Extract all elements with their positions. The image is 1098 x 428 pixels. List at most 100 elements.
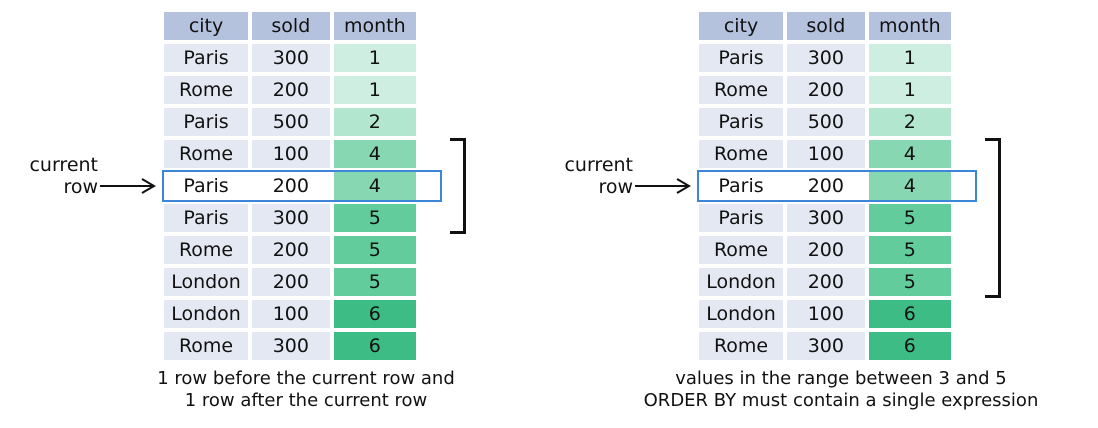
cell-city: Paris — [699, 108, 784, 136]
left-diagram: city sold month Paris 300 1 Rome 200 1 Paris 50… — [0, 8, 466, 428]
cell-sold: 500 — [252, 108, 330, 136]
header-sold: sold — [252, 12, 330, 40]
cell-city: Rome — [164, 76, 249, 104]
cell-sold: 200 — [787, 76, 865, 104]
cell-month: 1 — [333, 44, 416, 72]
cell-sold: 300 — [252, 332, 330, 360]
cell-city: London — [164, 300, 249, 328]
cell-month: 6 — [333, 332, 416, 360]
current-row-label: current row — [543, 154, 633, 198]
cell-month: 1 — [868, 44, 951, 72]
cell-sold: 300 — [787, 44, 865, 72]
current-label-line1: current — [564, 154, 633, 176]
current-row-label: current row — [8, 154, 98, 198]
table-row: London 100 6 — [164, 300, 416, 328]
cell-city: Rome — [699, 236, 784, 264]
left-caption: 1 row before the current row and 1 row a… — [46, 368, 566, 412]
cell-sold: 200 — [787, 172, 865, 200]
right-table-body: Paris 300 1 Rome 200 1 Paris 500 2 Rome 100 4 Paris 2… — [699, 44, 951, 360]
cell-month: 5 — [333, 236, 416, 264]
table-row: Rome 200 1 — [699, 76, 951, 104]
cell-sold: 300 — [787, 204, 865, 232]
table-row: Paris 500 2 — [164, 108, 416, 136]
table-row: Paris 200 4 — [164, 172, 416, 200]
cell-sold: 100 — [252, 300, 330, 328]
cell-month: 6 — [333, 300, 416, 328]
cell-month: 4 — [333, 172, 416, 200]
cell-month: 5 — [333, 204, 416, 232]
table-row: Paris 300 5 — [699, 204, 951, 232]
table-row: Paris 300 1 — [699, 44, 951, 72]
cell-month: 2 — [333, 108, 416, 136]
cell-city: Paris — [164, 204, 249, 232]
cell-city: Paris — [699, 172, 784, 200]
cell-sold: 200 — [787, 236, 865, 264]
cell-sold: 500 — [787, 108, 865, 136]
cell-month: 4 — [868, 172, 951, 200]
cell-sold: 100 — [787, 300, 865, 328]
window-frame-bracket — [985, 138, 1001, 298]
cell-sold: 300 — [787, 332, 865, 360]
arrow-icon — [635, 178, 691, 194]
cell-city: Paris — [699, 44, 784, 72]
cell-sold: 300 — [252, 44, 330, 72]
table-row: London 100 6 — [699, 300, 951, 328]
cell-sold: 200 — [252, 76, 330, 104]
right-diagram: city sold month Paris 300 1 Rome 200 1 Paris 50… — [535, 8, 1038, 428]
cell-city: Rome — [699, 332, 784, 360]
cell-sold: 300 — [252, 204, 330, 232]
header-month: month — [333, 12, 416, 40]
cell-city: Rome — [699, 76, 784, 104]
table-row: Paris 200 4 — [699, 172, 951, 200]
caption-line1: values in the range between 3 and 5 — [675, 368, 1007, 389]
table-row: Paris 300 1 — [164, 44, 416, 72]
header-month: month — [868, 12, 951, 40]
cell-month: 5 — [333, 268, 416, 296]
cell-month: 4 — [868, 140, 951, 168]
caption-line2: 1 row after the current row — [184, 390, 428, 411]
current-label-line1: current — [29, 154, 98, 176]
table-row: London 200 5 — [699, 268, 951, 296]
cell-city: Rome — [164, 140, 249, 168]
cell-sold: 100 — [252, 140, 330, 168]
cell-city: Paris — [164, 44, 249, 72]
cell-month: 5 — [868, 236, 951, 264]
cell-sold: 200 — [252, 268, 330, 296]
cell-month: 5 — [868, 204, 951, 232]
table-row: Rome 100 4 — [699, 140, 951, 168]
table-row: Rome 200 1 — [164, 76, 416, 104]
cell-city: Rome — [699, 140, 784, 168]
cell-city: London — [699, 300, 784, 328]
caption-line2: ORDER BY must contain a single expressio… — [643, 390, 1039, 411]
cell-city: London — [699, 268, 784, 296]
cell-month: 6 — [868, 332, 951, 360]
cell-sold: 200 — [252, 172, 330, 200]
header-city: city — [699, 12, 784, 40]
left-table: city sold month Paris 300 1 Rome 200 1 Paris 50… — [160, 8, 420, 364]
cell-city: Rome — [164, 236, 249, 264]
table-row: Rome 100 4 — [164, 140, 416, 168]
table-row: Rome 200 5 — [699, 236, 951, 264]
table-row: Rome 200 5 — [164, 236, 416, 264]
cell-month: 5 — [868, 268, 951, 296]
right-caption: values in the range between 3 and 5 ORDE… — [581, 368, 1098, 412]
cell-city: Paris — [699, 204, 784, 232]
cell-month: 2 — [868, 108, 951, 136]
current-label-line2: row — [63, 176, 98, 198]
cell-month: 1 — [868, 76, 951, 104]
caption-line1: 1 row before the current row and — [157, 368, 455, 389]
cell-city: London — [164, 268, 249, 296]
left-table-body: Paris 300 1 Rome 200 1 Paris 500 2 Rome 100 4 Paris 2… — [164, 44, 416, 360]
right-table: city sold month Paris 300 1 Rome 200 1 Paris 50… — [695, 8, 955, 364]
cell-month: 6 — [868, 300, 951, 328]
header-city: city — [164, 12, 249, 40]
cell-sold: 100 — [787, 140, 865, 168]
window-frame-bracket — [450, 138, 466, 234]
cell-city: Paris — [164, 108, 249, 136]
table-row: London 200 5 — [164, 268, 416, 296]
table-row: Rome 300 6 — [699, 332, 951, 360]
cell-month: 4 — [333, 140, 416, 168]
arrow-icon — [100, 178, 156, 194]
cell-sold: 200 — [252, 236, 330, 264]
cell-month: 1 — [333, 76, 416, 104]
